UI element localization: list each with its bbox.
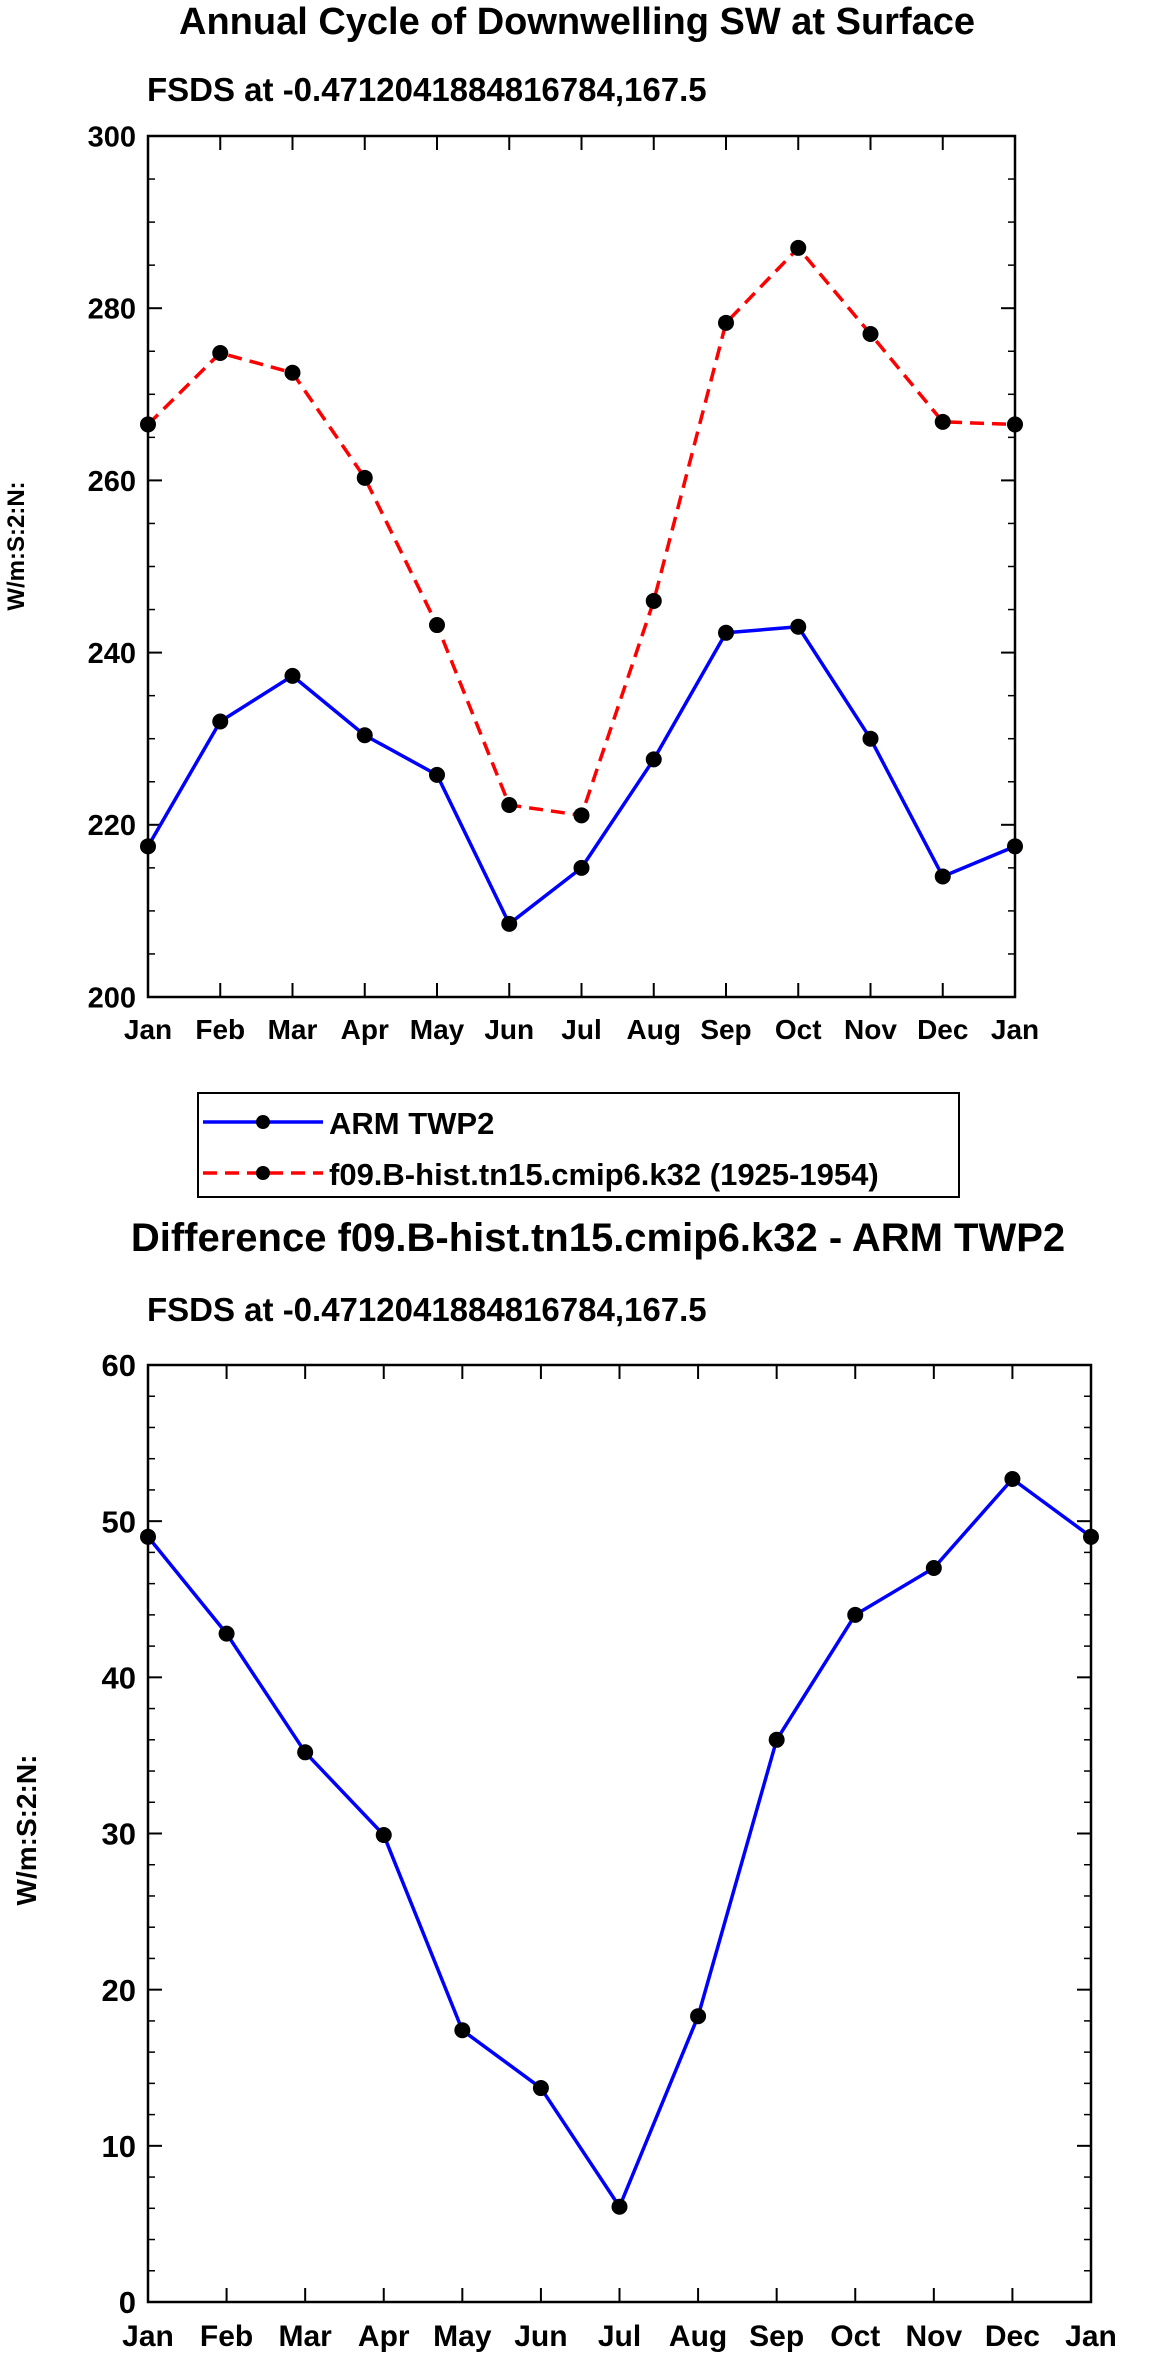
chart1-xtick-label: Apr xyxy=(341,1014,389,1045)
chart1-series-1-point xyxy=(790,618,807,635)
chart1-series-2-point xyxy=(284,364,301,381)
chart2-frame xyxy=(146,1363,1093,2304)
chart1-series-1-point xyxy=(140,838,156,855)
chart1-series-1-point xyxy=(284,667,301,684)
chart2-series-1-point xyxy=(532,2080,549,2097)
chart1-xtick-label: Jul xyxy=(561,1014,601,1045)
chart2-series-1-point xyxy=(375,1827,392,1844)
chart1-ytick-label: 220 xyxy=(88,810,136,842)
chart2-series-1-point xyxy=(218,1625,235,1642)
chart2-series-line-1 xyxy=(146,1477,1093,2209)
chart2-subtitle: FSDS at -0.4712041884816784,167.5 xyxy=(147,1291,707,1328)
chart1-series-1-point xyxy=(212,713,229,730)
chart1-series-2-point xyxy=(212,344,229,361)
chart1-xtick-label: Jan xyxy=(991,1014,1039,1045)
chart1-series-line-1 xyxy=(146,625,1016,926)
chart1-series-2-point xyxy=(356,469,373,486)
chart1-xtick-label: Jun xyxy=(484,1014,534,1045)
chart2-series-1-point xyxy=(297,1744,314,1761)
chart2-xtick-label: Jan xyxy=(122,2320,174,2353)
chart2-ytick-label: 10 xyxy=(102,2129,136,2164)
chart1-series-2-point xyxy=(1007,416,1023,433)
chart2-series-1-point xyxy=(768,1731,785,1748)
chart1-ytick-label: 260 xyxy=(88,466,136,498)
chart1-xtick-label: Feb xyxy=(195,1014,245,1045)
chart1-series-1-point xyxy=(573,859,590,876)
chart1-series-1-point xyxy=(645,751,662,768)
chart2-xtick-label: Dec xyxy=(985,2320,1040,2353)
chart2-ytick-label: 40 xyxy=(102,1660,136,1695)
chart1-ytick-label: 280 xyxy=(88,294,136,326)
chart2-xtick-label: Jun xyxy=(514,2320,567,2353)
chart1-series-2-point xyxy=(140,416,156,433)
chart1-xtick-label: Sep xyxy=(700,1014,751,1045)
legend-marker-arm xyxy=(256,1115,270,1129)
chart1-series-1-point xyxy=(501,915,518,932)
chart2-series-1-point xyxy=(1083,1528,1099,1545)
chart2-series-1-point xyxy=(454,2022,471,2039)
chart2-ylabel: W/m:S:2:N: xyxy=(11,1755,42,1906)
chart2-xtick-label: Sep xyxy=(749,2320,804,2353)
chart1-ylabel: W/m:S:2:N: xyxy=(3,481,30,610)
legend: ARM TWP2 f09.B-hist.tn15.cmip6.k32 (1925… xyxy=(197,1092,960,1198)
chart1-ytick-label: 300 xyxy=(88,121,136,153)
chart1-ytick-label: 200 xyxy=(88,982,136,1014)
chart2-series-1-point xyxy=(140,1528,156,1545)
chart1-xtick-label: Nov xyxy=(844,1014,897,1045)
chart2-xtick-label: Jan xyxy=(1065,2320,1117,2353)
chart1-xtick-label: Oct xyxy=(775,1014,822,1045)
chart1-series-1-point xyxy=(718,624,734,641)
legend-label-arm: ARM TWP2 xyxy=(329,1106,494,1141)
chart1-xtick-label: May xyxy=(410,1014,465,1045)
chart1-series-2-point xyxy=(790,239,807,256)
chart2-ytick-label: 60 xyxy=(102,1348,136,1383)
chart2-xtick-label: Mar xyxy=(278,2320,332,2353)
chart1-series-2-point xyxy=(934,413,951,430)
chart2-series-1-point xyxy=(611,2198,628,2215)
legend-box xyxy=(197,1092,960,1198)
chart1-series-1-point xyxy=(862,730,879,747)
chart1-ytick-label: 240 xyxy=(88,638,136,670)
chart1-series-1-point xyxy=(934,868,951,885)
chart1-series-1-point xyxy=(1007,838,1023,855)
chart2-xtick-label: Aug xyxy=(669,2320,727,2353)
chart1-series-line-2 xyxy=(146,246,1016,818)
legend-label-model: f09.B-hist.tn15.cmip6.k32 (1925-1954) xyxy=(329,1157,879,1192)
chart1-xtick-label: Jan xyxy=(124,1014,172,1045)
legend-marker-model xyxy=(256,1166,270,1180)
chart1-series-2-point xyxy=(645,592,662,609)
chart2-ytick-label: 0 xyxy=(119,2285,136,2320)
chart1-plot-area: Jan Feb Mar Apr May Jun Jul Aug Sep Oct Nov Dec Jan2… xyxy=(88,121,1040,1045)
chart2-xtick-label: Oct xyxy=(830,2320,880,2353)
chart1-xtick-label: Mar xyxy=(268,1014,318,1045)
chart2-xtick-label: Nov xyxy=(905,2320,962,2353)
chart2-plot-area: Jan Feb Mar Apr May Jun Jul Aug Sep Oct Nov Dec Jan0… xyxy=(102,1348,1117,2353)
chart1-subtitle: FSDS at -0.4712041884816784,167.5 xyxy=(147,71,707,108)
chart1-series-1-point xyxy=(429,766,445,783)
chart1-xtick-label: Dec xyxy=(917,1014,968,1045)
chart1-title: Annual Cycle of Downwelling SW at Surfac… xyxy=(179,1,975,43)
chart2-title: Difference f09.B-hist.tn15.cmip6.k32 - A… xyxy=(131,1216,1065,1260)
chart1-series-2-point xyxy=(501,796,518,813)
chart2-xtick-label: Feb xyxy=(200,2320,253,2353)
chart2-ytick-label: 20 xyxy=(102,1973,136,2008)
chart2-xtick-label: May xyxy=(433,2320,492,2353)
chart2-xtick-label: Jul xyxy=(598,2320,641,2353)
chart1-series-2-point xyxy=(573,807,590,824)
chart2-series-1-point xyxy=(1004,1471,1021,1488)
chart1-series-1-point xyxy=(356,727,373,744)
chart2-xtick-label: Apr xyxy=(358,2320,410,2353)
chart1-series-2-point xyxy=(862,326,879,343)
chart1-xtick-label: Aug xyxy=(627,1014,681,1045)
chart2-series-1-point xyxy=(925,1560,942,1577)
chart1-series-2-point xyxy=(429,617,445,634)
chart2-series-1-point xyxy=(847,1606,864,1623)
chart1-series-2-point xyxy=(718,314,734,331)
chart2-ytick-label: 50 xyxy=(102,1504,136,1539)
chart2-series-1-point xyxy=(690,2008,707,2025)
chart2-ytick-label: 30 xyxy=(102,1817,136,1852)
